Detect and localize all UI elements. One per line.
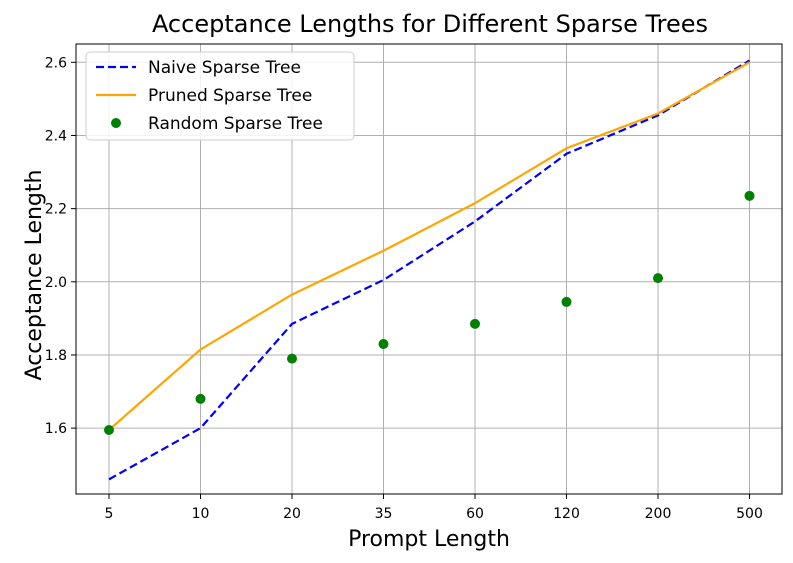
legend-swatch-marker — [111, 118, 121, 128]
y-tick-label: 2.4 — [45, 128, 67, 144]
data-point — [744, 190, 755, 201]
ticks: 5 10 20 35 60 120 200 500 1.6 1.8 2.0 2.2 2.4 2.6 — [45, 55, 763, 522]
x-tick-label: 200 — [645, 506, 672, 522]
legend-label: Random Sparse Tree — [148, 114, 323, 134]
data-point — [378, 339, 389, 349]
data-point — [195, 393, 206, 404]
legend-label: Pruned Sparse Tree — [148, 86, 312, 106]
x-tick-label: 5 — [105, 506, 114, 522]
chart-title: Acceptance Lengths for Different Sparse … — [152, 10, 708, 38]
data-point — [470, 318, 480, 329]
legend-box — [85, 51, 355, 141]
y-tick-label: 1.8 — [45, 348, 67, 364]
series-line — [108, 59, 751, 481]
series-layer — [104, 59, 755, 481]
data-point — [653, 273, 663, 284]
x-tick-label: 60 — [466, 506, 484, 522]
x-tick-label: 500 — [736, 506, 763, 522]
legend: Naive Sparse Tree Pruned Sparse Tree Rando… — [85, 51, 355, 141]
plot-frame — [75, 43, 783, 495]
y-tick-label: 2.2 — [45, 202, 67, 218]
x-tick-label: 20 — [283, 506, 301, 522]
series-line — [108, 61, 751, 431]
data-point — [104, 424, 114, 435]
y-tick-label: 2.6 — [45, 55, 67, 71]
x-tick-label: 10 — [192, 506, 210, 522]
y-tick-label: 1.6 — [45, 421, 67, 437]
data-point — [287, 353, 297, 364]
x-axis-label: Prompt Length — [348, 527, 510, 552]
x-tick-label: 120 — [553, 506, 580, 522]
y-tick-label: 2.0 — [45, 275, 67, 291]
y-axis-label: Acceptance Length — [22, 170, 47, 381]
legend-label: Naive Sparse Tree — [148, 58, 301, 78]
x-tick-label: 35 — [375, 506, 393, 522]
data-point — [561, 296, 572, 307]
